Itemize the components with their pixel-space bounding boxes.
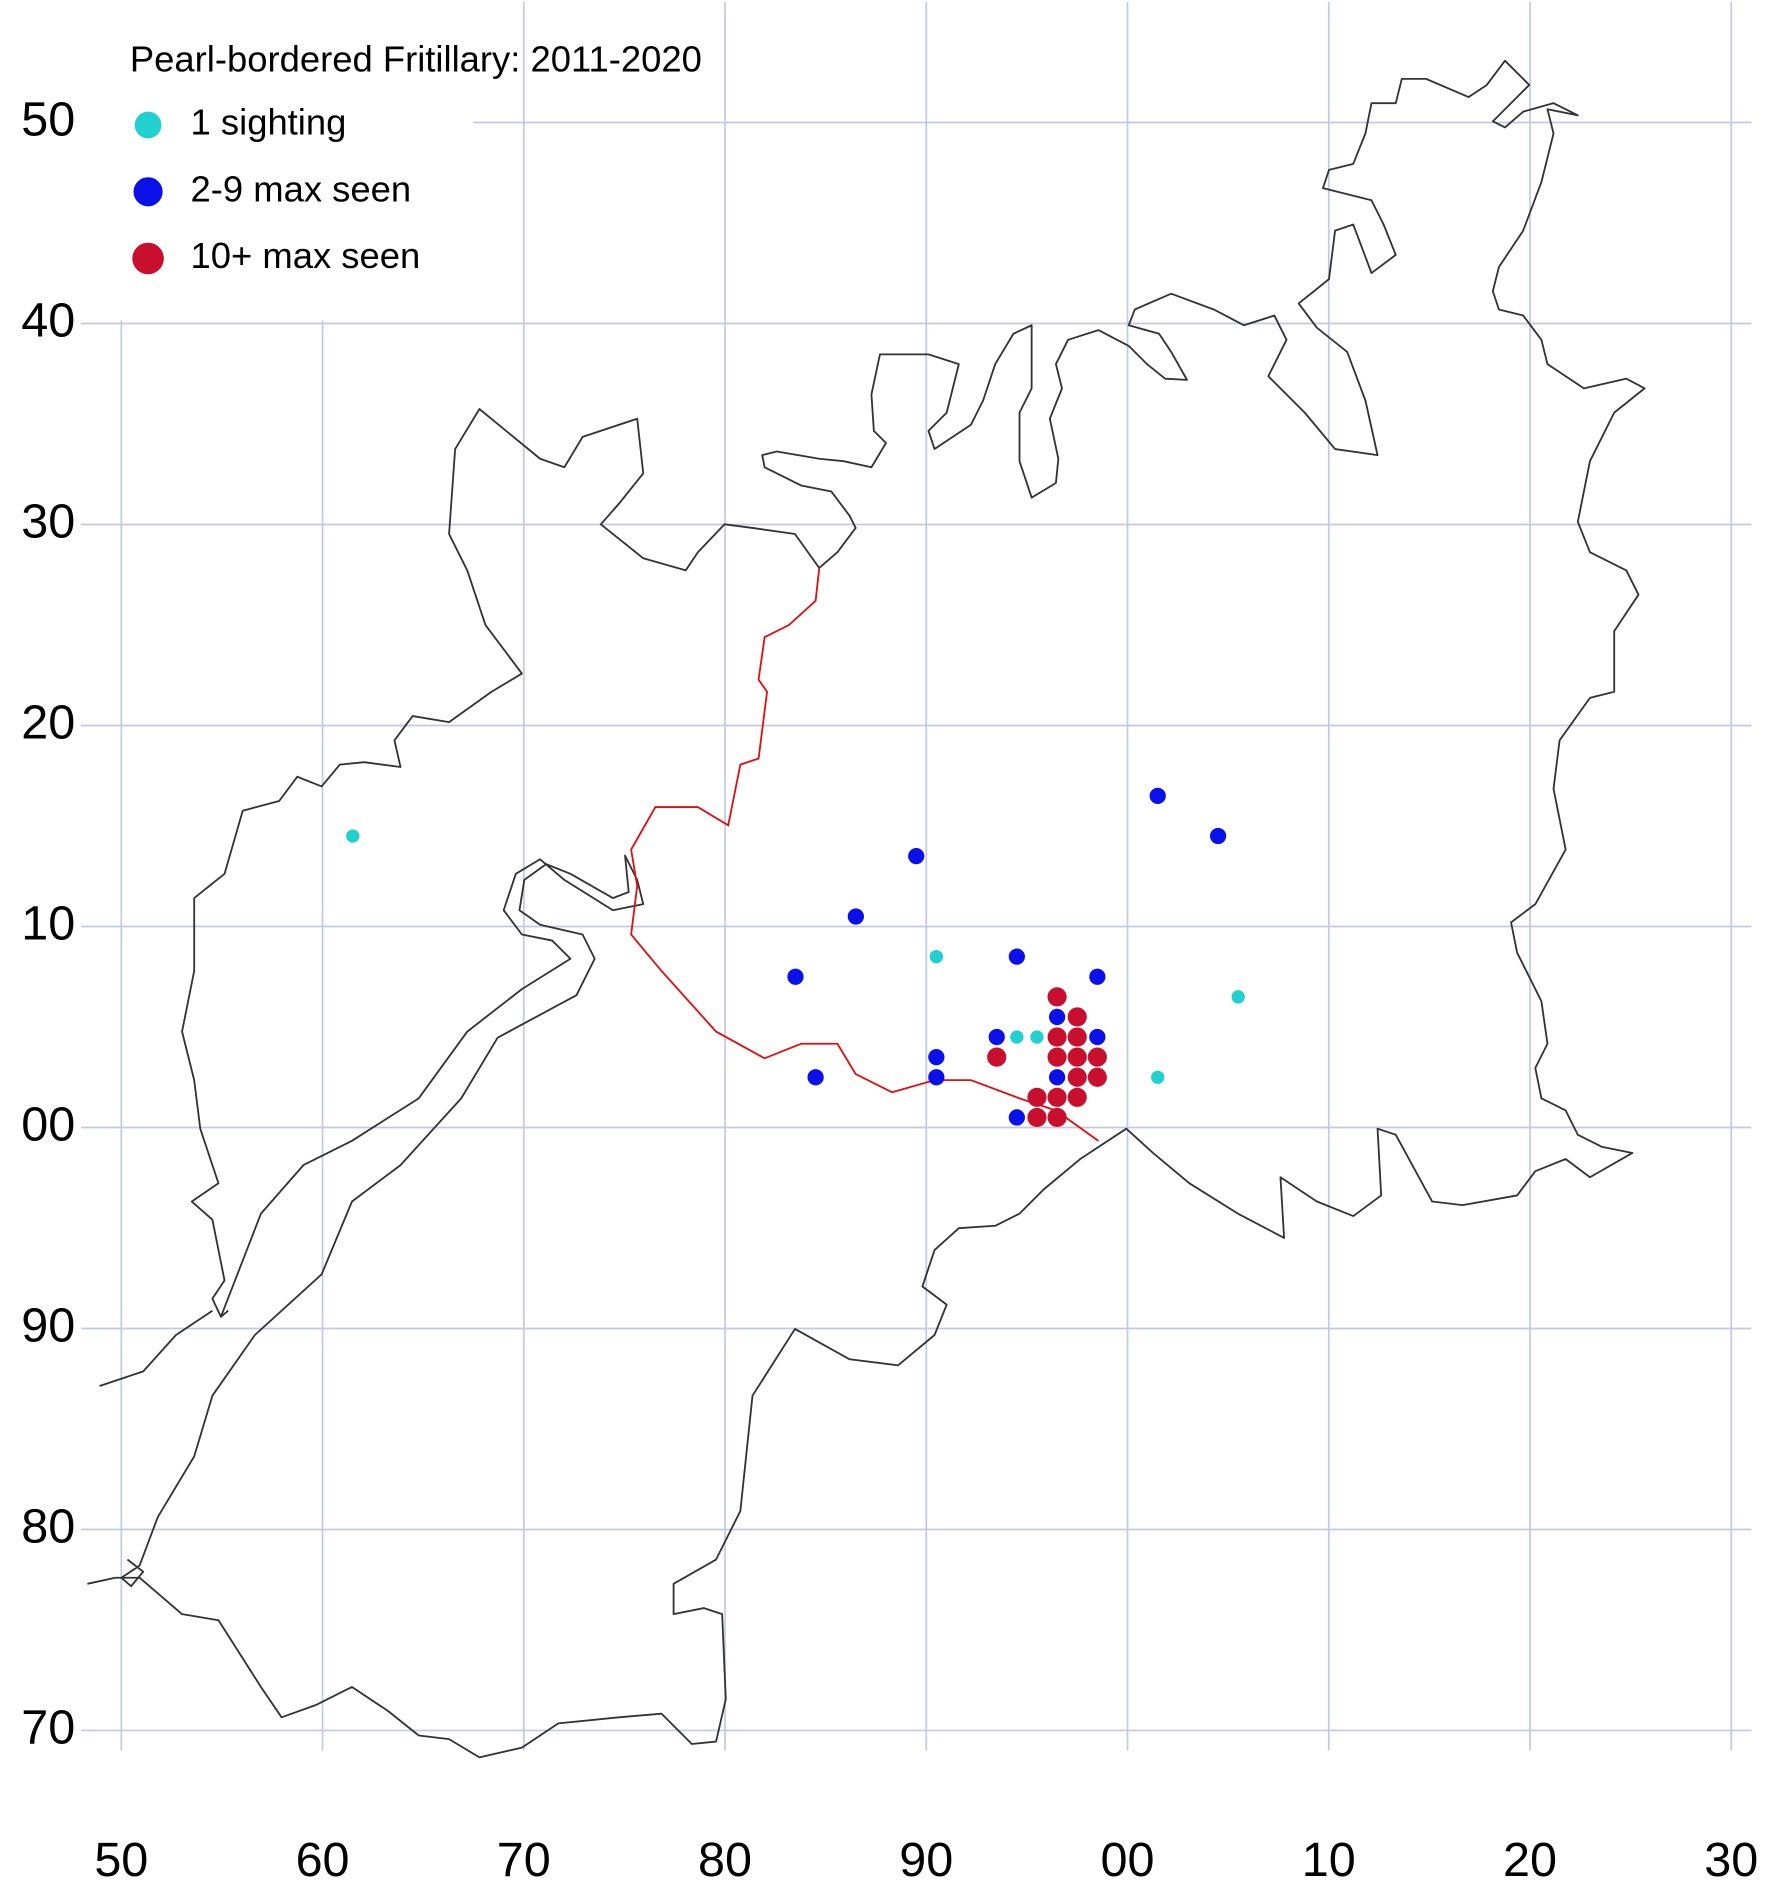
sighting-dot <box>1089 1028 1106 1046</box>
x-tick-label: 00 <box>1101 1833 1155 1886</box>
county-boundary <box>87 59 1646 1759</box>
x-tick-label: 70 <box>497 1833 551 1886</box>
marks <box>346 787 1245 1128</box>
sighting-dot <box>1047 1047 1067 1067</box>
sighting-dot <box>1047 1027 1067 1047</box>
y-tick-label: 40 <box>21 293 75 347</box>
sighting-dot <box>1027 1107 1047 1128</box>
legend-marker <box>133 177 163 207</box>
sighting-dot <box>1231 990 1245 1004</box>
sighting-dot <box>1089 968 1106 985</box>
y-tick-label: 00 <box>21 1097 75 1151</box>
sighting-dot <box>1027 1087 1047 1107</box>
estuary-shore <box>120 854 645 1588</box>
legend-marker <box>134 111 162 139</box>
sighting-dot <box>847 908 864 925</box>
sighting-dot <box>1008 1109 1025 1126</box>
boundaries <box>87 59 1646 1759</box>
sighting-dot <box>1087 1067 1107 1087</box>
sighting-dot <box>1151 1070 1165 1084</box>
sighting-dot <box>1087 1047 1107 1067</box>
sighting-dot <box>1048 1069 1066 1086</box>
sighting-dot <box>787 968 804 985</box>
x-tick-label: 90 <box>899 1833 953 1886</box>
sighting-dot <box>1067 1047 1087 1067</box>
legend-label: 10+ max seen <box>191 235 421 276</box>
vice-county-boundary <box>630 567 1099 1142</box>
legend-marker <box>132 242 164 275</box>
sighting-dot <box>1008 948 1025 965</box>
grid <box>81 1 1752 1751</box>
x-tick-label: 10 <box>1302 1833 1356 1886</box>
sighting-dot <box>1149 787 1166 804</box>
sighting-dot <box>1067 1067 1087 1087</box>
x-tick-label: 30 <box>1704 1833 1758 1886</box>
y-tick-label: 10 <box>21 896 75 950</box>
x-tick-label: 80 <box>698 1833 752 1886</box>
sighting-dot <box>1209 827 1227 845</box>
sighting-dot <box>1047 1107 1067 1128</box>
county-boundary <box>181 408 820 1318</box>
sighting-dot <box>346 829 360 843</box>
y-tick-label: 20 <box>21 695 75 749</box>
sighting-dot <box>1010 1030 1024 1044</box>
sighting-dot <box>988 1028 1005 1046</box>
sighting-dot <box>928 1049 945 1066</box>
y-tick-label: 90 <box>21 1298 75 1352</box>
sighting-dot <box>987 1047 1007 1067</box>
y-tick-label: 50 <box>21 92 75 146</box>
x-tick-label: 20 <box>1503 1833 1557 1886</box>
y-tick-label: 30 <box>21 494 75 548</box>
sighting-dot <box>807 1069 824 1086</box>
x-tick-label: 60 <box>296 1833 350 1886</box>
estuary-shore <box>99 1309 213 1387</box>
sighting-dot <box>1047 1087 1067 1107</box>
y-tick-label: 70 <box>21 1700 75 1754</box>
sighting-dot <box>1047 987 1067 1007</box>
legend-label: 2-9 max seen <box>191 168 412 209</box>
sighting-dot <box>928 1069 945 1086</box>
sighting-dot <box>1067 1087 1087 1107</box>
legend: Pearl-bordered Fritillary: 2011-2020 1 s… <box>130 39 702 277</box>
sighting-dot <box>1030 1030 1044 1044</box>
legend-title: Pearl-bordered Fritillary: 2011-2020 <box>130 39 702 80</box>
sighting-dot <box>908 848 925 865</box>
sighting-dot <box>1048 1008 1066 1026</box>
sighting-dot <box>929 949 944 964</box>
y-tick-label: 80 <box>21 1499 75 1553</box>
sighting-dot <box>1067 1007 1087 1027</box>
x-tick-label: 50 <box>94 1833 148 1886</box>
sighting-dot <box>1067 1027 1087 1047</box>
legend-label: 1 sighting <box>191 102 347 143</box>
